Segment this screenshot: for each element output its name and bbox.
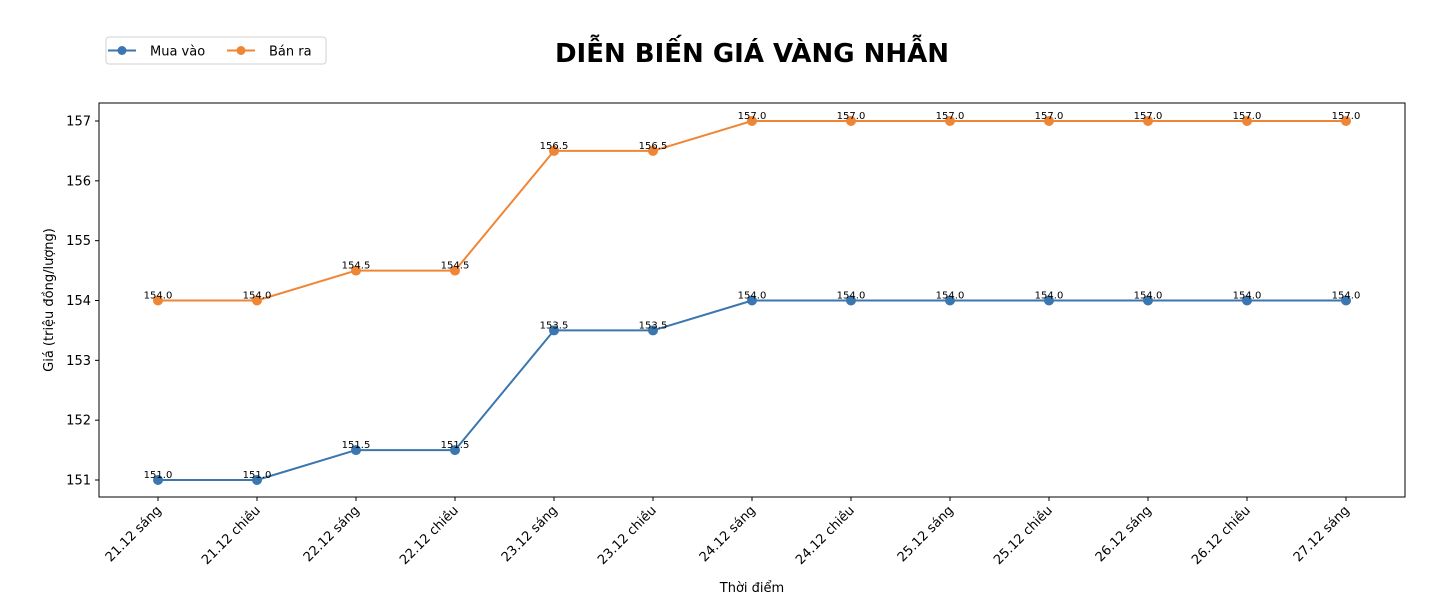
x-tick-label: 25.12 sáng <box>895 503 957 565</box>
legend-label: Mua vào <box>150 45 205 60</box>
data-point <box>549 325 559 336</box>
data-label: 151.5 <box>342 440 371 451</box>
data-point <box>648 325 658 336</box>
data-label: 154.0 <box>144 291 173 302</box>
data-point <box>450 265 460 276</box>
data-point <box>153 475 163 485</box>
y-tick-label: 153 <box>66 354 91 369</box>
data-label: 151.0 <box>144 470 173 481</box>
data-label: 157.0 <box>936 111 965 122</box>
data-label: 151.0 <box>243 470 272 481</box>
x-tick-label: 23.12 chiều <box>595 503 660 568</box>
x-axis-label: Thời điểm <box>719 581 784 596</box>
x-tick-label: 23.12 sáng <box>499 503 561 565</box>
data-label: 153.5 <box>540 320 569 331</box>
legend-frame <box>105 36 327 65</box>
data-point <box>1044 295 1054 306</box>
data-point <box>1044 116 1054 126</box>
data-label: 157.0 <box>1134 111 1163 122</box>
legend-item-mua-vao: Mua vào <box>108 45 205 60</box>
data-point <box>450 445 460 456</box>
data-label: 154.0 <box>1233 291 1262 302</box>
legend-label: Bán ra <box>269 45 312 60</box>
x-tick-label: 26.12 sáng <box>1093 503 1155 565</box>
data-label: 154.5 <box>342 261 371 272</box>
y-tick-label: 154 <box>66 294 91 309</box>
x-axis: 21.12 sáng 21.12 chiều 22.12 sáng 22.12 chi… <box>103 497 1353 568</box>
data-label: 154.0 <box>1134 291 1163 302</box>
x-tick-label: 22.12 chiều <box>397 503 462 568</box>
data-label: 154.0 <box>1035 291 1064 302</box>
data-label: 157.0 <box>1233 111 1262 122</box>
data-label: 157.0 <box>837 111 866 122</box>
x-tick-label: 21.12 chiều <box>199 503 264 568</box>
series-mua-vao <box>153 295 1351 485</box>
x-tick-label: 27.12 sáng <box>1291 503 1353 565</box>
data-point <box>1143 116 1153 126</box>
legend-marker-icon <box>236 46 246 55</box>
data-point <box>351 445 361 456</box>
data-point <box>945 116 955 126</box>
y-tick-label: 155 <box>66 234 91 249</box>
y-tick-label: 157 <box>66 115 91 130</box>
data-label: 154.0 <box>837 291 866 302</box>
data-point <box>153 295 163 306</box>
y-tick-label: 151 <box>66 474 91 489</box>
data-labels: 151.0 151.0 151.5 151.5 153.5 153.5 154.0 154.0… <box>144 111 1361 481</box>
legend: Mua vào Bán ra <box>105 36 327 65</box>
chart-title: DIỄN BIẾN GIÁ VÀNG NHẪN <box>555 33 949 69</box>
data-label: 157.0 <box>1035 111 1064 122</box>
x-tick-label: 24.12 sáng <box>697 503 759 565</box>
x-tick-label: 25.12 chiều <box>991 503 1056 568</box>
data-point <box>351 265 361 276</box>
data-point <box>846 295 856 306</box>
data-label: 157.0 <box>738 111 767 122</box>
y-tick-label: 152 <box>66 414 91 429</box>
y-tick-label: 156 <box>66 174 91 189</box>
y-axis-label: Giá (triệu đồng/lượng) <box>42 228 57 372</box>
x-tick-label: 24.12 chiều <box>793 503 858 568</box>
data-point <box>1242 116 1252 126</box>
y-axis: 151 152 153 154 155 156 157 <box>66 115 99 489</box>
data-label: 151.5 <box>441 440 470 451</box>
data-point <box>1143 295 1153 306</box>
data-label: 157.0 <box>1332 111 1361 122</box>
data-point <box>252 475 262 485</box>
data-label: 153.5 <box>639 320 668 331</box>
data-point <box>549 145 559 156</box>
legend-marker-icon <box>117 46 127 55</box>
data-point <box>846 116 856 126</box>
x-tick-label: 22.12 sáng <box>301 503 363 565</box>
data-label: 154.5 <box>441 261 470 272</box>
data-point <box>945 295 955 306</box>
data-label: 156.5 <box>540 141 569 152</box>
data-label: 156.5 <box>639 141 668 152</box>
data-label: 154.0 <box>936 291 965 302</box>
data-point <box>747 295 757 306</box>
series-ban-ra <box>153 116 1351 306</box>
data-point <box>1341 116 1351 126</box>
data-label: 154.0 <box>1332 291 1361 302</box>
data-point <box>648 145 658 156</box>
legend-item-ban-ra: Bán ra <box>227 45 312 60</box>
data-point <box>1341 295 1351 306</box>
data-label: 154.0 <box>738 291 767 302</box>
data-point <box>252 295 262 306</box>
series-layer <box>153 116 1351 485</box>
x-tick-label: 26.12 chiều <box>1189 503 1254 568</box>
data-label: 154.0 <box>243 291 272 302</box>
data-point <box>1242 295 1252 306</box>
x-tick-label: 21.12 sáng <box>103 503 165 565</box>
data-point <box>747 116 757 126</box>
